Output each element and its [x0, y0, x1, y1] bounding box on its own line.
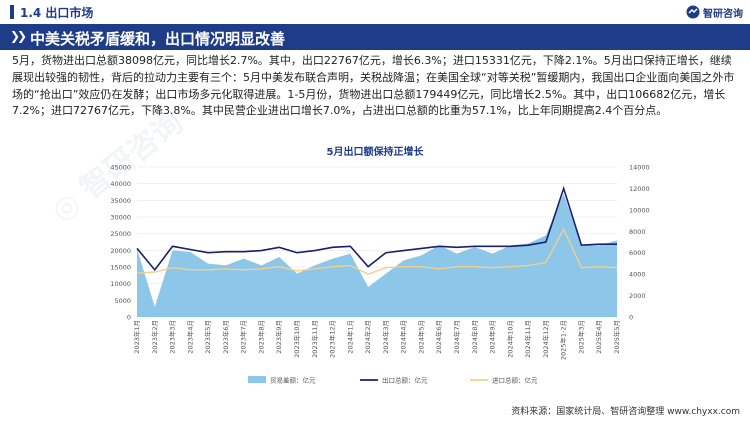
right-axis-tick: 2000: [629, 292, 646, 300]
x-axis-tick: 2023年7月: [239, 320, 248, 354]
right-axis-ticks: 0 2000 4000 6000 8000 10000 12000 14000: [629, 164, 650, 322]
left-axis-tick: 25000: [110, 230, 131, 238]
left-axis-tick: 0: [127, 314, 131, 322]
x-axis-tick: 2023年9月: [274, 320, 283, 354]
series-lines: [136, 185, 618, 275]
x-axis-tick: 2023年5月: [203, 320, 212, 354]
headline-banner: ❯❯ 中美关税矛盾缓和，出口情况明显改善: [0, 24, 750, 50]
x-axis-tick: 2024年4月: [399, 320, 408, 354]
x-axis-tick: 2023年4月: [185, 320, 194, 354]
right-axis-tick: 4000: [629, 271, 646, 279]
chevron-icon: ❯❯: [10, 29, 27, 43]
export-total-line: [136, 185, 617, 272]
x-axis-tick: 2025年3月: [576, 320, 585, 354]
body-paragraph: 5月，货物进出口总额38098亿元，同比增长2.7%。其中，出口22767亿元，…: [12, 54, 735, 118]
x-axis-tick: 2024年9月: [488, 320, 497, 354]
x-axis-tick: 2025年4月: [594, 320, 603, 354]
brand-logo-icon: [686, 5, 700, 19]
x-axis-tick: 2023年1月: [132, 320, 141, 354]
x-axis-tick: 2023年12月: [328, 320, 337, 358]
x-axis-tick: 2024年3月: [381, 320, 390, 354]
import-total-line: [136, 227, 618, 275]
x-axis-tick: 2023年2月: [150, 320, 159, 354]
left-axis-tick: 5000: [114, 297, 131, 305]
left-axis-tick: 15000: [110, 264, 131, 272]
x-axis-tick: 2025年1-2月: [559, 320, 568, 360]
right-axis-tick: 10000: [629, 206, 650, 214]
left-axis-tick: 10000: [110, 280, 131, 288]
x-axis-tick: 2024年1月: [345, 320, 354, 354]
legend: 贸易差额：亿元 出口总额：亿元 进口总额：亿元: [248, 376, 538, 385]
headline-title: 中美关税矛盾缓和，出口情况明显改善: [30, 30, 286, 48]
x-axis-tick: 2024年6月: [434, 320, 443, 354]
right-axis-tick: 12000: [629, 185, 650, 193]
x-axis-ticks: 2023年1月 2023年2月 2023年3月 2023年4月 2023年5月 2023年…: [132, 320, 621, 360]
legend-label: 贸易差额：亿元: [270, 376, 316, 385]
section-title: 1.4 出口市场: [20, 6, 94, 20]
x-axis-tick: 2024年5月: [416, 320, 425, 354]
x-axis-tick: 2024年2月: [363, 320, 372, 354]
top-bar: 1.4 出口市场 智研咨询: [0, 0, 750, 24]
x-axis-tick: 2024年12月: [541, 320, 550, 358]
x-axis-tick: 2023年11月: [310, 320, 319, 358]
right-axis-tick: 6000: [629, 249, 646, 257]
x-axis-tick: 2023年6月: [221, 320, 230, 354]
x-axis-tick: 2023年10月: [292, 320, 301, 358]
chart-title: 5月出口额保持正增长: [326, 147, 424, 158]
trade-balance-series: [137, 193, 617, 317]
left-axis-tick: 30000: [110, 214, 131, 222]
left-axis-tick: 40000: [110, 180, 131, 188]
left-axis-tick: 45000: [110, 164, 131, 172]
brand-name: 智研咨询: [703, 9, 743, 20]
x-axis-tick: 2023年8月: [256, 320, 265, 354]
section-accent-bar: [10, 5, 14, 19]
left-axis-ticks: 0 5000 10000 15000 20000 25000 30000 35000 40000…: [110, 164, 131, 322]
source-note: 资料来源：国家统计局、智研咨询整理 www.chyxx.com: [511, 407, 740, 417]
x-axis-tick: 2025年5月: [612, 320, 621, 354]
right-axis-tick: 0: [629, 314, 633, 322]
legend-label: 进口总额：亿元: [492, 376, 538, 385]
legend-swatch: [248, 376, 266, 383]
x-axis-tick: 2023年3月: [168, 320, 177, 354]
left-axis-tick: 35000: [110, 197, 131, 205]
right-axis-tick: 14000: [629, 164, 650, 172]
x-axis-tick: 2024年10月: [505, 320, 514, 358]
trade-balance-area: [137, 193, 617, 317]
x-axis-tick: 2024年8月: [470, 320, 479, 354]
left-axis-tick: 20000: [110, 247, 131, 255]
right-axis-tick: 8000: [629, 228, 646, 236]
x-axis-tick: 2024年11月: [523, 320, 532, 358]
x-axis-tick: 2024年7月: [452, 320, 461, 354]
chart: 0500010000150002000025000300003500040000…: [110, 164, 650, 385]
legend-label: 出口总额：亿元: [382, 376, 428, 385]
